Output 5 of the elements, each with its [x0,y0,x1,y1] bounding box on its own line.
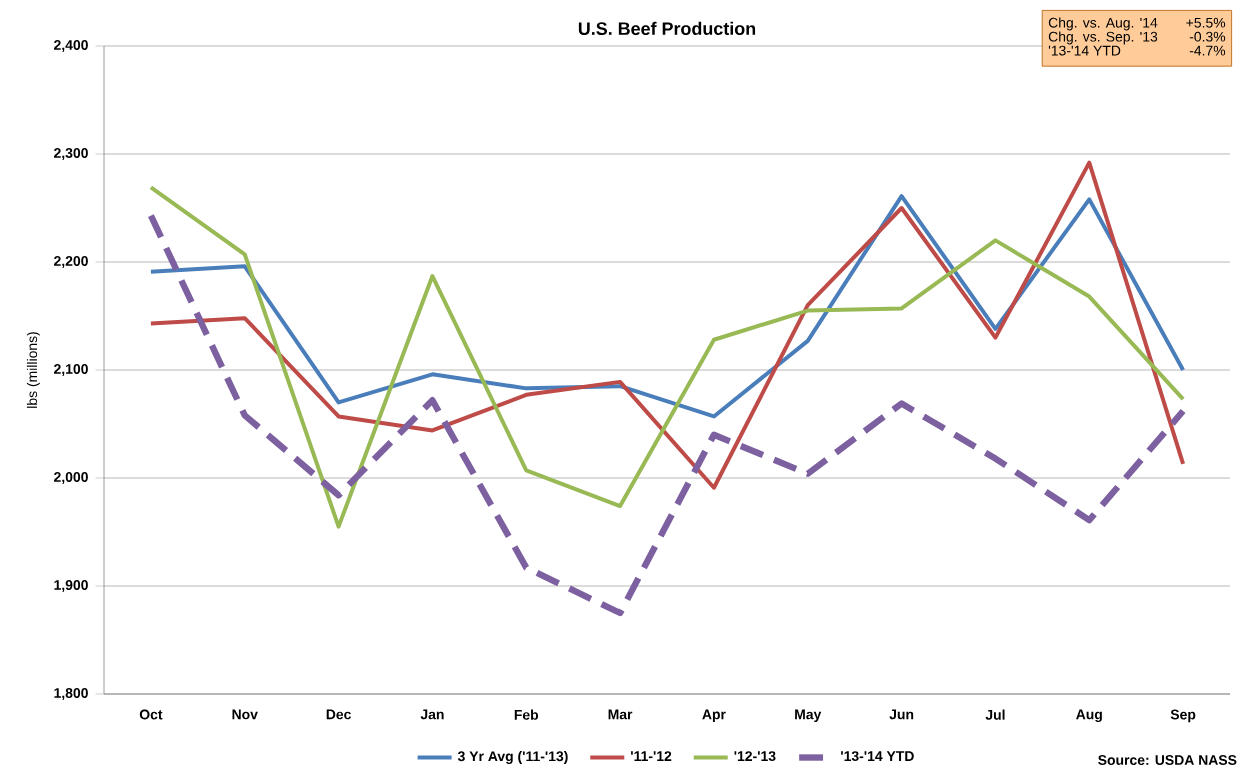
chart-title: U.S. Beef Production [578,21,756,35]
line-series [148,185,1186,529]
line-series [148,194,1186,419]
line-series [148,160,1186,490]
line-series [147,212,1187,617]
